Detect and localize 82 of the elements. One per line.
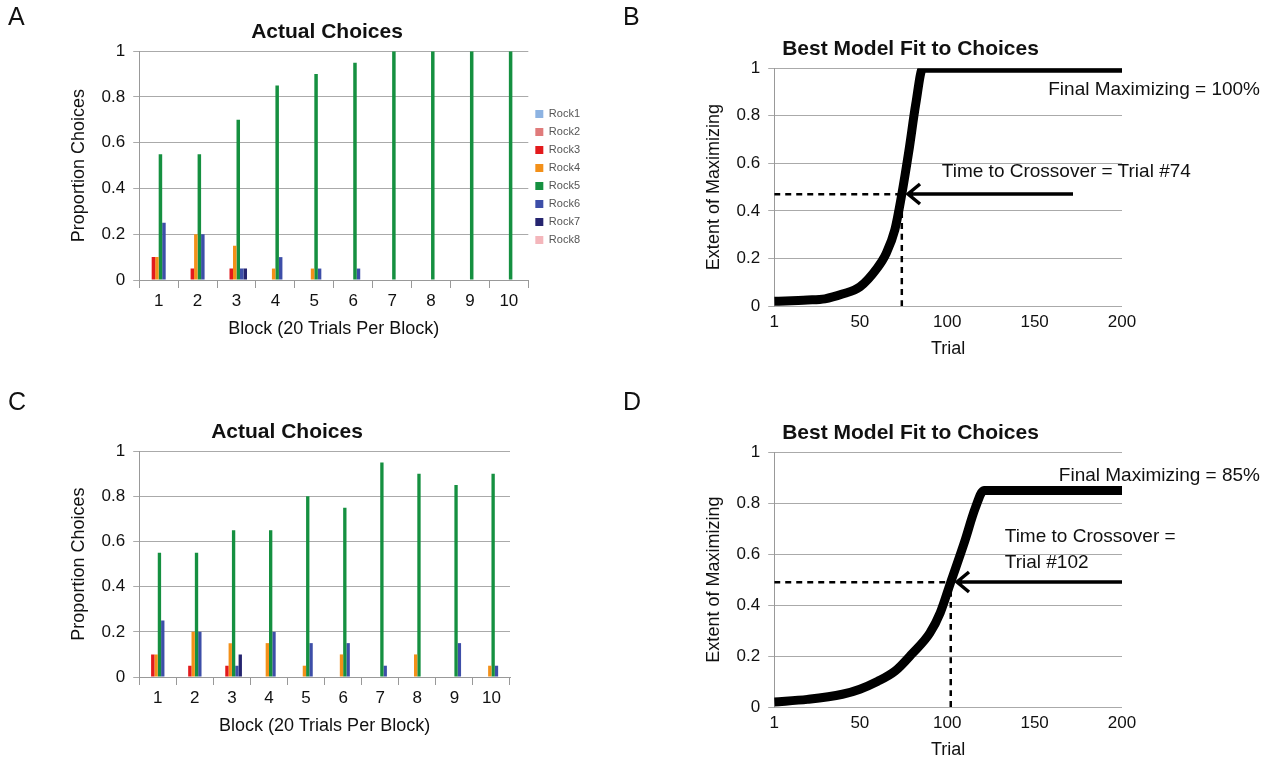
y-tick-label: 0.4 — [736, 594, 761, 614]
x-tick-label: 4 — [264, 687, 274, 707]
y-tick-label: 0 — [115, 666, 126, 686]
chart-title: Best Model Fit to Choices — [782, 420, 1039, 444]
legend-label: Rock4 — [548, 161, 581, 174]
y-tick-label: 0.4 — [101, 178, 126, 198]
y-tick-label: 0.8 — [101, 86, 126, 106]
y-tick-label: 0.4 — [736, 200, 761, 220]
y-axis-title: Proportion Choices — [67, 89, 88, 243]
y-axis-title: Extent of Maximizing — [702, 496, 723, 663]
y-tick-label: 1 — [750, 57, 761, 77]
x-tick-label: 200 — [1107, 311, 1137, 331]
y-tick-label: 0.6 — [736, 543, 761, 563]
x-tick-label: 3 — [231, 290, 242, 310]
y-tick-label: 0.8 — [736, 105, 761, 125]
y-tick-label: 0 — [750, 696, 761, 716]
x-tick-label: 6 — [348, 290, 358, 310]
x-tick-label: 150 — [1020, 311, 1049, 331]
chart-title: Best Model Fit to Choices — [782, 36, 1039, 60]
text: C — [8, 387, 27, 416]
x-tick-label: 7 — [387, 290, 397, 310]
x-axis-title: Block (20 Trials Per Block) — [219, 715, 431, 736]
y-tick-label: 1 — [115, 440, 126, 460]
chart-title: Actual Choices — [211, 419, 363, 443]
text: B — [623, 2, 640, 31]
x-tick-label: 1 — [769, 712, 779, 732]
legend-label: Rock3 — [548, 143, 581, 156]
chart-title: Actual Choices — [251, 19, 403, 43]
annotation: Time to Crossover = Trial #102 — [1004, 525, 1176, 573]
x-tick-label: 100 — [933, 311, 962, 331]
annotation: Final Maximizing = 100% — [1048, 77, 1261, 99]
y-tick-label: 0.6 — [101, 132, 126, 152]
x-tick-label: 9 — [465, 290, 475, 310]
legend-label: Rock5 — [548, 179, 581, 192]
x-axis-title: Block (20 Trials Per Block) — [228, 318, 440, 339]
x-tick-label: 6 — [338, 687, 348, 707]
y-axis-title: Extent of Maximizing — [702, 104, 723, 271]
x-tick-label: 150 — [1020, 712, 1049, 732]
x-tick-label: 3 — [227, 687, 237, 707]
text: A — [8, 2, 25, 31]
y-tick-label: 0 — [750, 295, 761, 315]
x-tick-label: 1 — [153, 290, 164, 310]
x-tick-label: 100 — [933, 712, 962, 732]
x-tick-label: 200 — [1107, 712, 1137, 732]
x-tick-label: 2 — [192, 290, 203, 310]
x-tick-label: 10 — [482, 687, 501, 707]
x-tick-label: 8 — [412, 687, 423, 707]
x-tick-label: 1 — [153, 687, 163, 707]
text: D — [623, 387, 642, 416]
legend-label: Rock1 — [548, 107, 581, 120]
y-tick-label: 0.4 — [101, 576, 126, 596]
x-tick-label: 10 — [499, 290, 519, 310]
legend-label: Rock7 — [548, 215, 581, 228]
y-axis-title: Proportion Choices — [67, 487, 88, 641]
annotation: Final Maximizing = 85% — [1058, 464, 1261, 486]
y-tick-label: 0.2 — [101, 223, 126, 243]
y-tick-label: 0.8 — [736, 492, 761, 512]
y-tick-label: 0.2 — [736, 248, 761, 268]
x-tick-label: 50 — [850, 311, 870, 331]
x-tick-label: 7 — [375, 687, 385, 707]
y-tick-label: 1 — [115, 40, 126, 60]
y-tick-label: 0.2 — [101, 621, 126, 641]
x-tick-label: 50 — [850, 712, 870, 732]
x-tick-label: 9 — [449, 687, 460, 707]
x-tick-label: 5 — [309, 290, 320, 310]
legend-label: Rock2 — [548, 125, 581, 138]
x-axis-title: Trial — [930, 739, 966, 760]
annotation: Time to Crossover = Trial #74 — [941, 160, 1192, 182]
y-tick-label: 0.6 — [736, 153, 761, 173]
y-tick-label: 0.6 — [101, 531, 126, 551]
legend-label: Rock8 — [548, 233, 581, 246]
x-axis-title: Trial — [930, 338, 966, 359]
x-tick-label: 5 — [301, 687, 311, 707]
x-tick-label: 4 — [270, 290, 281, 310]
y-tick-label: 0.2 — [736, 645, 761, 665]
x-tick-label: 1 — [769, 311, 779, 331]
legend-label: Rock6 — [548, 197, 581, 210]
x-tick-label: 2 — [190, 687, 200, 707]
x-tick-label: 8 — [426, 290, 436, 310]
y-tick-label: 0.8 — [101, 486, 126, 506]
y-tick-label: 1 — [750, 441, 761, 461]
y-tick-label: 0 — [115, 269, 126, 289]
